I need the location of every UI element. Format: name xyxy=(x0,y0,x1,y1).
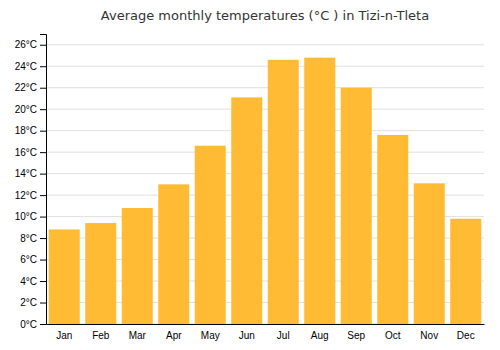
x-tick: Jan xyxy=(56,330,72,341)
y-tick-mark xyxy=(40,303,46,304)
x-tick: Jul xyxy=(277,330,290,341)
grid-line xyxy=(46,109,484,110)
y-tick: 16°C xyxy=(15,147,46,158)
y-tick: 4°C xyxy=(20,276,46,287)
y-axis: 0°C 2°C 4°C 6°C 8°C 10°C 12°C 14°C 16°C 18°C 20°C 2… xyxy=(15,35,47,330)
x-tick: Aug xyxy=(311,330,329,341)
bar xyxy=(377,135,408,324)
x-tick: Feb xyxy=(92,330,110,341)
y-tick-label: 16°C xyxy=(15,147,37,158)
y-tick: 20°C xyxy=(15,104,46,115)
x-tick-label: Feb xyxy=(92,330,110,341)
plot: 0°C 2°C 4°C 6°C 8°C 10°C 12°C 14°C 16°C 18°C 20°C 2… xyxy=(15,35,485,342)
y-tick-mark xyxy=(40,324,46,325)
bars xyxy=(49,58,482,324)
bar xyxy=(49,229,80,324)
chart: 0°C 2°C 4°C 6°C 8°C 10°C 12°C 14°C 16°C 18°C 20°C 2… xyxy=(0,0,500,350)
y-tick: 0°C xyxy=(20,319,46,330)
y-tick: 10°C xyxy=(15,211,46,222)
x-tick: Apr xyxy=(166,330,182,341)
bar xyxy=(268,60,299,324)
y-tick-label: 2°C xyxy=(20,297,37,308)
y-tick-mark xyxy=(40,131,46,132)
y-tick-label: 12°C xyxy=(15,190,37,201)
y-tick-label: 24°C xyxy=(15,61,37,72)
y-tick-mark xyxy=(40,45,46,46)
bar xyxy=(450,219,481,324)
y-tick-label: 0°C xyxy=(20,319,37,330)
grid-line xyxy=(46,87,484,88)
y-tick: 2°C xyxy=(20,297,46,308)
y-tick-label: 6°C xyxy=(20,254,37,265)
y-axis-line xyxy=(40,35,47,325)
x-tick-label: Aug xyxy=(311,330,329,341)
bar xyxy=(158,184,189,324)
y-tick-label: 10°C xyxy=(15,211,37,222)
grid-line xyxy=(46,66,484,67)
y-tick-label: 22°C xyxy=(15,82,37,93)
y-tick-label: 20°C xyxy=(15,104,37,115)
y-tick: 26°C xyxy=(15,39,46,50)
y-tick-mark xyxy=(40,195,46,196)
bar xyxy=(195,146,226,324)
x-axis: Jan Feb Mar Apr May Jun Jul Aug Sep Oct Nov Dec xyxy=(47,325,485,342)
y-tick-mark xyxy=(40,260,46,261)
grid-line xyxy=(46,173,484,174)
bar xyxy=(414,183,445,324)
x-tick-label: Oct xyxy=(385,330,401,341)
y-tick: 18°C xyxy=(15,125,46,136)
y-tick-label: 14°C xyxy=(15,168,37,179)
x-tick-label: Sep xyxy=(347,330,365,341)
y-tick: 6°C xyxy=(20,254,46,265)
y-tick: 14°C xyxy=(15,168,46,179)
x-tick-label: Jul xyxy=(277,330,290,341)
y-tick-mark xyxy=(40,109,46,110)
y-tick: 22°C xyxy=(15,82,46,93)
y-tick-label: 18°C xyxy=(15,125,37,136)
bar xyxy=(231,97,262,324)
x-tick: Nov xyxy=(420,330,438,341)
bar xyxy=(122,208,153,324)
grid-line xyxy=(46,130,484,131)
bar xyxy=(85,223,116,324)
x-tick: Dec xyxy=(457,330,475,341)
y-tick-mark xyxy=(40,238,46,239)
grid-line xyxy=(46,44,484,45)
x-tick-label: Jan xyxy=(56,330,72,341)
y-tick-mark xyxy=(40,217,46,218)
y-tick: 12°C xyxy=(15,190,46,201)
x-tick-label: Dec xyxy=(457,330,475,341)
x-tick-label: Nov xyxy=(420,330,438,341)
x-tick-label: Apr xyxy=(166,330,182,341)
y-tick-mark xyxy=(40,281,46,282)
grid xyxy=(46,45,484,324)
x-tick: May xyxy=(201,330,220,341)
grid-line xyxy=(46,152,484,153)
x-tick: Oct xyxy=(385,330,401,341)
y-tick-mark xyxy=(40,152,46,153)
bar xyxy=(341,88,372,324)
y-tick-label: 26°C xyxy=(15,39,37,50)
x-tick: Mar xyxy=(129,330,147,341)
x-tick-label: May xyxy=(201,330,220,341)
x-axis-line xyxy=(47,324,485,325)
y-tick-label: 4°C xyxy=(20,276,37,287)
y-tick-label: 8°C xyxy=(20,233,37,244)
y-tick-mark xyxy=(40,66,46,67)
x-tick-label: Mar xyxy=(129,330,147,341)
x-tick: Sep xyxy=(347,330,365,341)
y-tick: 8°C xyxy=(20,233,46,244)
x-tick-label: Jun xyxy=(239,330,255,341)
y-tick-mark xyxy=(40,174,46,175)
bar xyxy=(304,58,335,324)
y-tick: 24°C xyxy=(15,61,46,72)
title: Average monthly temperatures (°C ) in Ti… xyxy=(101,8,429,23)
x-tick: Jun xyxy=(239,330,255,341)
y-tick-mark xyxy=(40,88,46,89)
